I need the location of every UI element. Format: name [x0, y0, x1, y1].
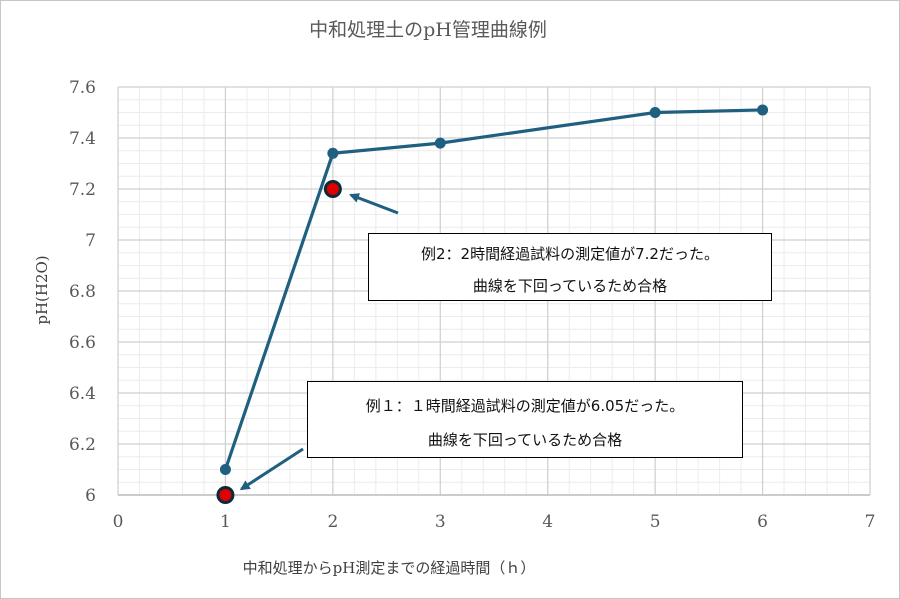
- x-tick-label: 1: [220, 512, 231, 532]
- test-sample-points: [216, 180, 342, 504]
- series-points: [219, 104, 769, 475]
- y-tick-label: 7.4: [69, 129, 96, 149]
- test-sample-point: [323, 180, 342, 198]
- y-axis-ticks: 6 6.2 6.4 6.6 6.8 7 7.2 7.4 7.6: [69, 78, 96, 506]
- y-tick-label: 7: [85, 231, 96, 251]
- x-tick-label: 7: [865, 512, 876, 532]
- annotation-arrow-1: [239, 447, 304, 491]
- y-tick-label: 6.2: [69, 435, 96, 455]
- annotation-box-2: 例2：2時間経過試料の測定値が7.2だった。 曲線を下回っているため合格: [368, 233, 772, 301]
- test-sample-point: [216, 486, 235, 504]
- annotation-1-line-2: 曲線を下回っているため合格: [427, 431, 623, 449]
- annotation-1-line-1: 例１：１時間経過試料の測定値が6.05だった。: [365, 397, 685, 415]
- y-tick-label: 6.8: [69, 282, 96, 302]
- y-tick-label: 7.6: [69, 78, 96, 98]
- y-axis-label: pH(H2O): [33, 255, 51, 324]
- annotation-arrow-2: [348, 193, 399, 215]
- annotation-2-line-1: 例2：2時間経過試料の測定値が7.2だった。: [421, 245, 719, 263]
- series-point: [649, 107, 661, 118]
- x-tick-label: 6: [757, 512, 768, 532]
- series-point: [434, 137, 446, 149]
- annotation-2-line-2: 曲線を下回っているため合格: [472, 277, 668, 295]
- series-point: [219, 464, 231, 475]
- series-point: [327, 147, 339, 159]
- x-tick-label: 4: [542, 512, 553, 532]
- y-tick-label: 6: [85, 486, 96, 506]
- x-tick-label: 3: [435, 512, 446, 532]
- y-tick-label: 6.6: [69, 333, 96, 353]
- x-tick-label: 0: [113, 512, 124, 532]
- x-axis-ticks: 0 1 2 3 4 5 6 7: [113, 512, 876, 532]
- x-tick-label: 2: [327, 512, 338, 532]
- chart-title: 中和処理土のpH管理曲線例: [309, 19, 547, 41]
- y-tick-label: 7.2: [69, 180, 96, 200]
- x-axis-label: 中和処理からpH測定までの経過時間（ｈ）: [243, 559, 536, 577]
- y-tick-label: 6.4: [69, 384, 96, 404]
- series-point: [757, 104, 769, 116]
- annotation-box-1: 例１：１時間経過試料の測定値が6.05だった。 曲線を下回っているため合格: [307, 381, 743, 458]
- x-tick-label: 5: [650, 512, 661, 532]
